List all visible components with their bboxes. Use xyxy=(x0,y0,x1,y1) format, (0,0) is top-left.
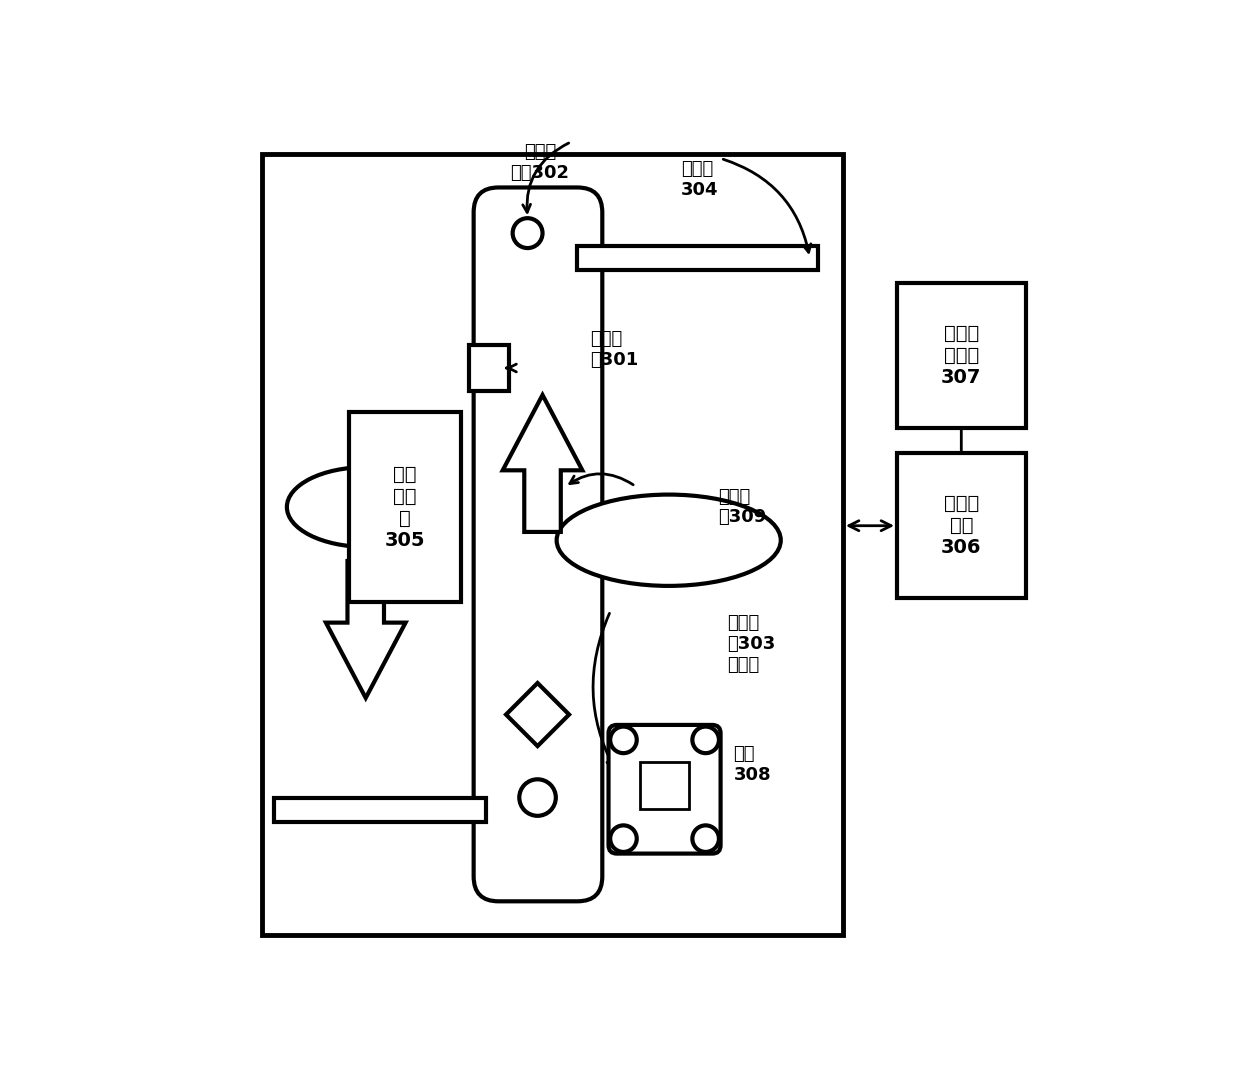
FancyBboxPatch shape xyxy=(640,761,689,808)
Polygon shape xyxy=(502,395,583,531)
Text: 稏杆机
304: 稏杆机 304 xyxy=(681,160,719,198)
Text: 路侧单
元301: 路侧单 元301 xyxy=(590,330,639,369)
FancyBboxPatch shape xyxy=(609,724,720,854)
Text: 中心服
务器
306: 中心服 务器 306 xyxy=(941,494,982,557)
FancyBboxPatch shape xyxy=(897,453,1025,598)
FancyBboxPatch shape xyxy=(274,798,486,823)
FancyBboxPatch shape xyxy=(470,345,510,391)
Text: 车道
控制
器
305: 车道 控制 器 305 xyxy=(384,465,425,550)
Text: 车牌识
别器302: 车牌识 别器302 xyxy=(511,143,569,182)
Text: 车费单
元303
被收费: 车费单 元303 被收费 xyxy=(727,614,775,674)
Text: 检测线
圈309: 检测线 圈309 xyxy=(718,487,766,526)
FancyBboxPatch shape xyxy=(474,188,603,901)
Ellipse shape xyxy=(286,467,445,547)
Polygon shape xyxy=(326,561,405,697)
Ellipse shape xyxy=(557,495,781,586)
FancyBboxPatch shape xyxy=(897,282,1025,428)
Text: 电子支
付平台
307: 电子支 付平台 307 xyxy=(941,324,982,387)
Text: 车辆
308: 车辆 308 xyxy=(733,745,771,784)
FancyBboxPatch shape xyxy=(578,247,818,270)
FancyBboxPatch shape xyxy=(350,412,461,603)
FancyBboxPatch shape xyxy=(262,154,843,935)
